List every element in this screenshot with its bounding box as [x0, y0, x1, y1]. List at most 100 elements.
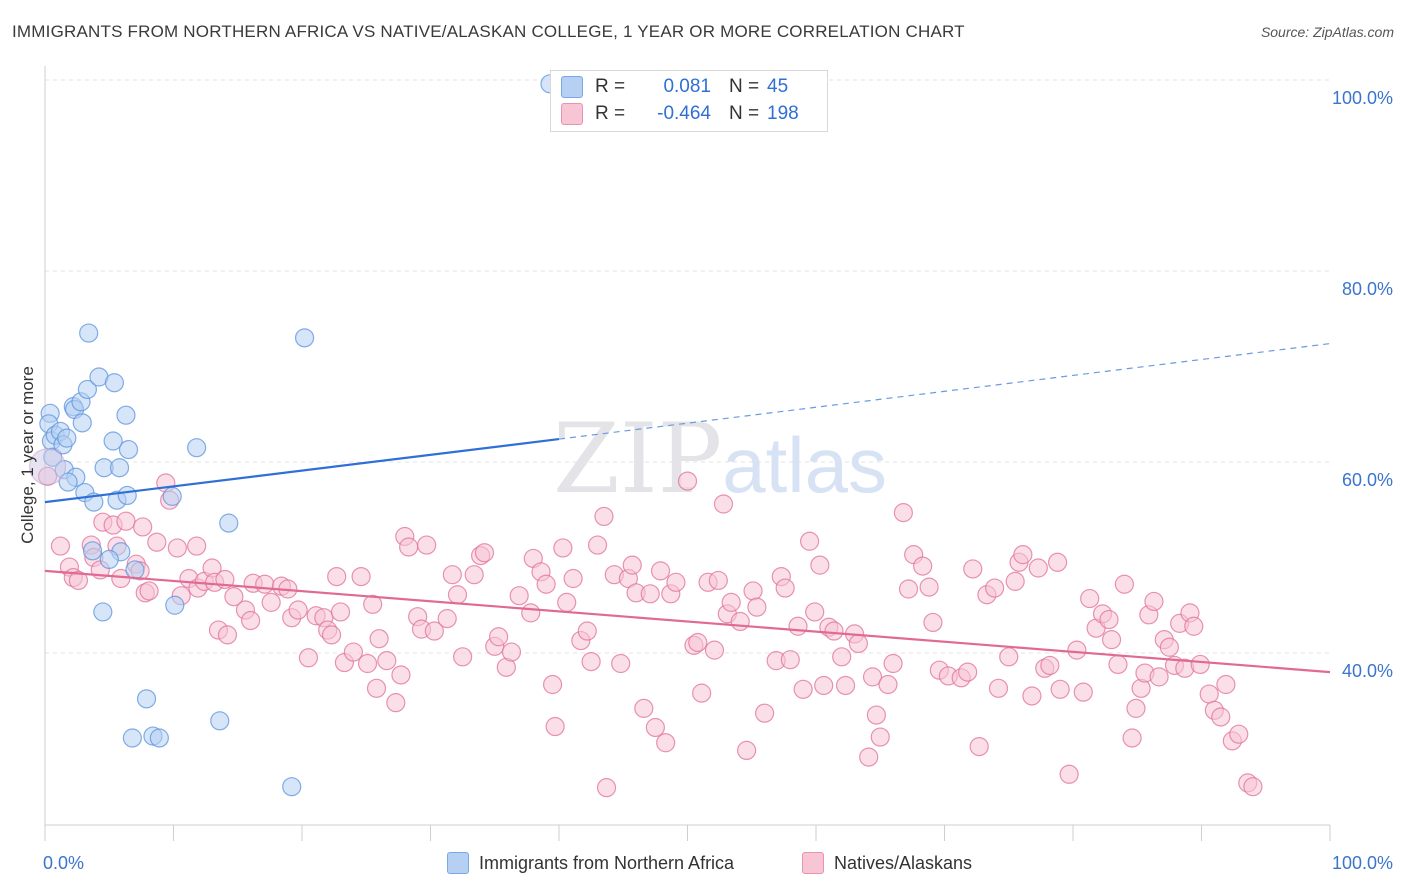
data-point: [366, 678, 387, 698]
data-point: [261, 592, 281, 612]
data-point: [369, 629, 389, 649]
data-point: [357, 653, 378, 674]
data-point: [68, 570, 89, 591]
series-legend: Immigrants from Northern Africa Natives/…: [0, 852, 1406, 878]
data-point: [489, 627, 509, 647]
data-point: [958, 662, 978, 682]
data-point: [645, 717, 665, 738]
legend-row-natives: R = -0.464 N = 198: [561, 101, 807, 127]
data-point: [859, 747, 879, 767]
data-point: [721, 592, 741, 612]
data-point: [1199, 684, 1219, 704]
data-point: [210, 711, 230, 731]
data-point: [650, 561, 671, 581]
series-immigrants-points: [29, 74, 560, 797]
source-label: Source: ZipAtlas.com: [1260, 24, 1394, 40]
data-point: [386, 693, 406, 713]
data-point: [125, 560, 145, 580]
series-natives-points: [37, 466, 1263, 798]
data-point: [1159, 637, 1179, 657]
data-point: [1005, 571, 1025, 591]
data-point: [862, 667, 883, 687]
y-tick-label: 40.0%: [1342, 661, 1393, 681]
legend-label: Immigrants from Northern Africa: [479, 852, 735, 873]
data-point: [241, 610, 261, 631]
data-point: [1050, 679, 1070, 699]
y-tick-label: 80.0%: [1342, 279, 1393, 299]
data-point: [377, 651, 397, 671]
y-tick-label: 60.0%: [1342, 470, 1393, 490]
data-point: [109, 458, 130, 478]
data-point: [1099, 609, 1119, 630]
data-point: [594, 506, 614, 527]
data-point: [1108, 654, 1128, 675]
data-point: [754, 703, 775, 723]
data-point: [117, 485, 137, 506]
legend-swatch-immigrants: [561, 76, 583, 98]
watermark: ZIPatlas: [553, 403, 887, 515]
data-point: [187, 536, 207, 556]
data-point: [1243, 777, 1263, 797]
data-point: [298, 648, 319, 668]
data-point: [913, 556, 933, 576]
data-point: [1040, 655, 1060, 676]
data-point: [187, 438, 207, 458]
r-value: 0.081: [663, 76, 711, 97]
data-point: [99, 549, 119, 570]
data-point: [898, 579, 919, 599]
legend-swatch-immigrants: [447, 852, 469, 874]
legend-item-natives[interactable]: Natives/Alaskans: [802, 852, 972, 874]
data-point: [824, 621, 844, 641]
data-point: [1114, 574, 1135, 594]
legend-item-immigrants[interactable]: Immigrants from Northern Africa: [447, 852, 734, 874]
data-point: [805, 602, 825, 622]
data-point: [224, 587, 244, 607]
data-point: [321, 625, 342, 645]
data-point: [536, 574, 556, 594]
data-point: [848, 633, 869, 654]
data-point: [692, 683, 712, 703]
data-point: [58, 472, 78, 492]
data-point: [442, 565, 462, 585]
data-point: [509, 586, 529, 606]
y-tick-label: 100.0%: [1332, 88, 1393, 108]
data-point: [139, 581, 159, 601]
data-point: [656, 733, 676, 753]
n-label: N =: [729, 103, 760, 124]
data-point: [788, 616, 808, 636]
legend-row-immigrants: R = 0.081 N = 45: [561, 74, 807, 100]
data-point: [437, 609, 457, 629]
data-point: [737, 740, 757, 761]
data-point: [999, 647, 1019, 667]
data-point: [1022, 686, 1042, 706]
data-point: [832, 647, 852, 667]
data-point: [878, 674, 898, 695]
data-point: [424, 621, 444, 641]
grid-lines: [45, 79, 1330, 654]
data-point: [799, 531, 820, 551]
data-point: [963, 559, 983, 579]
data-point: [122, 728, 142, 748]
y-axis-label: College, 1 year or more: [18, 366, 37, 544]
n-value: 45: [767, 76, 789, 97]
r-label: R =: [595, 103, 626, 124]
data-point: [288, 600, 308, 620]
data-point: [704, 640, 725, 660]
data-point: [793, 679, 813, 699]
data-point: [447, 585, 468, 605]
data-point: [1028, 558, 1048, 578]
data-point: [893, 503, 913, 523]
data-point: [57, 428, 77, 448]
data-point: [79, 323, 99, 343]
data-point: [104, 373, 124, 393]
data-point: [1216, 674, 1236, 695]
trend-lines: [44, 342, 1331, 674]
data-point: [282, 777, 302, 797]
data-point: [1067, 640, 1087, 660]
data-point: [969, 736, 989, 757]
data-point: [116, 511, 136, 531]
data-point: [133, 517, 153, 537]
data-point: [835, 675, 856, 696]
trend-line-immigrants: [44, 437, 560, 504]
